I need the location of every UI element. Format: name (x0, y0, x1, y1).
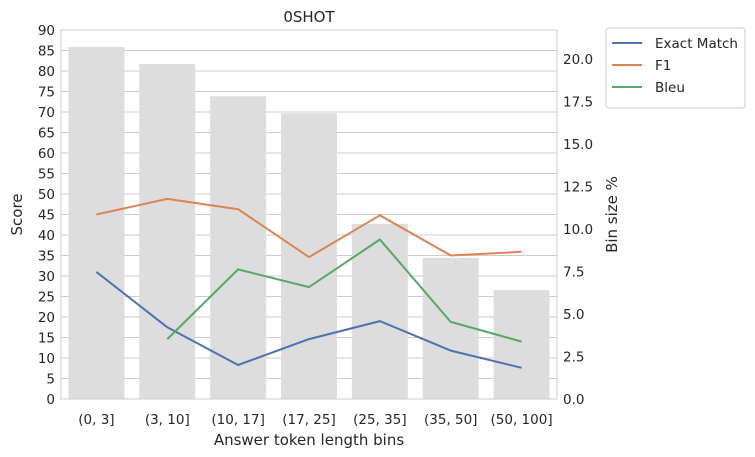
x-tick-label: (50, 100] (491, 412, 553, 428)
y-tick-label: 70 (38, 105, 55, 121)
y2-tick-label: 15.0 (563, 137, 593, 153)
y2-tick-label: 2.5 (563, 349, 584, 365)
x-tick-label: (17, 25] (282, 412, 335, 428)
x-tick-label: (35, 50] (424, 412, 477, 428)
y-tick-label: 15 (38, 331, 55, 347)
y-axis-title: Score (8, 193, 26, 235)
y-tick-label: 55 (38, 167, 55, 183)
series-lines (95, 197, 522, 369)
series-line-exact-match (95, 271, 522, 369)
plot-frame (60, 29, 558, 400)
x-axis-title: Answer token length bins (214, 431, 405, 449)
y2-tick-label: 17.5 (563, 94, 593, 110)
bar (351, 223, 408, 399)
y-tick-label: 50 (38, 187, 55, 203)
y-tick-label: 30 (38, 269, 55, 285)
y-tick-label: 80 (38, 64, 55, 80)
y-tick-label: 85 (38, 44, 55, 60)
legend-label: Bleu (655, 80, 685, 96)
x-tick-label: (0, 3] (78, 412, 114, 428)
x-tick-labels: (0, 3] (3, 10] (10, 17] (17, 25] (25, 35] (35… (78, 412, 552, 428)
bar (210, 96, 267, 400)
right-y-tick-labels: 0.0 2.5 5.0 7.5 10.0 12.5 15.0 17.5 20.0 (563, 52, 593, 408)
x-tick-label: (3, 10] (145, 412, 190, 428)
y-tick-label: 35 (38, 249, 55, 265)
y-tick-label: 75 (38, 85, 55, 101)
y-tick-label: 0 (46, 392, 55, 408)
y2-axis-title: Bin size % (603, 176, 621, 253)
bar (422, 257, 479, 399)
bars (68, 47, 550, 400)
y2-tick-label: 5.0 (563, 307, 584, 323)
y2-tick-label: 10.0 (563, 222, 593, 238)
y-tick-label: 25 (38, 290, 55, 306)
y-tick-label: 60 (38, 146, 55, 162)
y-tick-label: 65 (38, 126, 55, 142)
series-line-f1 (96, 197, 522, 259)
bar (68, 47, 125, 399)
y-tick-label: 20 (38, 310, 55, 326)
legend: Exact Match F1 Bleu (605, 27, 746, 109)
chart-title: 0SHOT (283, 8, 335, 26)
bar (493, 290, 550, 399)
y-tick-label: 5 (46, 372, 55, 388)
y2-tick-label: 7.5 (563, 264, 584, 280)
legend-label: F1 (655, 58, 671, 74)
series-line-bleu (166, 238, 522, 343)
x-tick-label: (25, 35] (353, 412, 406, 428)
y-tick-label: 10 (38, 351, 55, 367)
y2-tick-label: 12.5 (563, 179, 593, 195)
left-y-tick-labels: 0 5 10 15 20 25 30 35 40 45 50 55 60 65 70 75 80 85 90 (38, 23, 55, 408)
y-tick-label: 45 (38, 208, 55, 224)
x-tick-label: (10, 17] (211, 412, 264, 428)
y-tick-label: 40 (38, 228, 55, 244)
bar (139, 64, 196, 399)
y2-tick-label: 20.0 (563, 52, 593, 68)
y-tick-label: 90 (38, 23, 55, 39)
legend-label: Exact Match (655, 36, 738, 52)
y2-tick-label: 0.0 (563, 392, 584, 408)
